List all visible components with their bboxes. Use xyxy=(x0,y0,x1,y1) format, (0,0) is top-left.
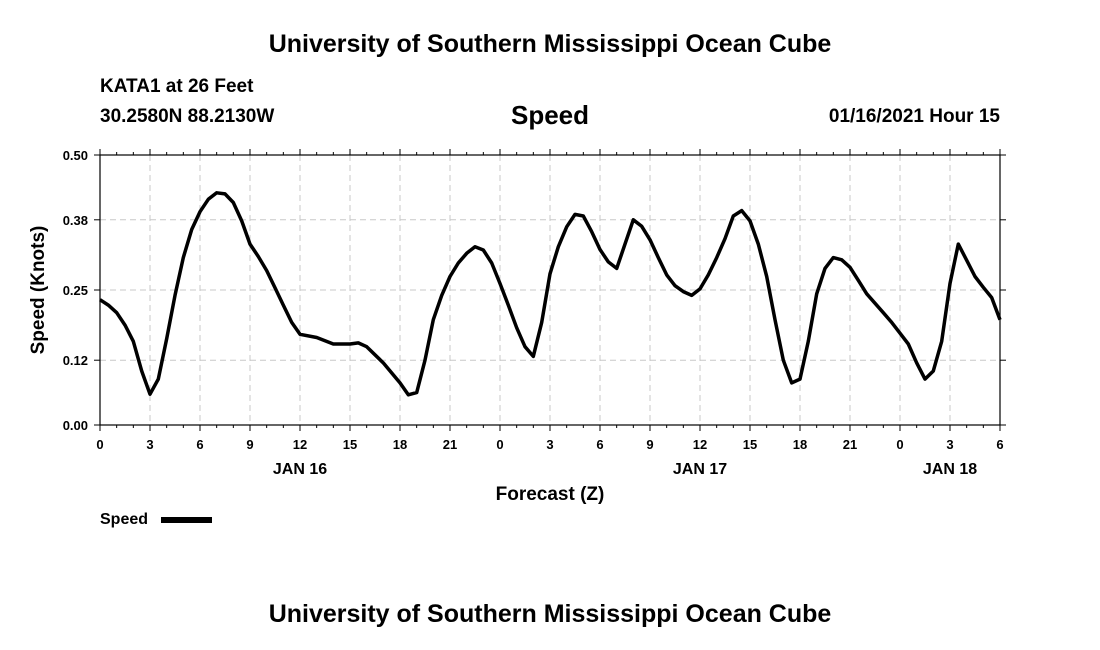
x-tick-label: 0 xyxy=(496,437,503,452)
legend-swatch xyxy=(161,517,212,523)
day-labels: JAN 16 JAN 17 JAN 18 xyxy=(273,461,977,478)
x-tick-label: 6 xyxy=(996,437,1003,452)
plot-frame xyxy=(99,154,1001,426)
x-tick-label: 0 xyxy=(96,437,103,452)
x-tick-label: 21 xyxy=(443,437,457,452)
station-label: KATA1 at 26 Feet xyxy=(100,76,254,97)
x-tick-label: 9 xyxy=(246,437,253,452)
y-tick-label: 0.12 xyxy=(63,353,88,368)
x-tick-label: 15 xyxy=(743,437,757,452)
x-tick-label: 0 xyxy=(896,437,903,452)
legend: Speed xyxy=(100,511,212,528)
y-tick-label: 0.50 xyxy=(63,148,88,163)
station-coordinates: 30.2580N 88.2130W xyxy=(100,106,275,127)
x-tick-label: 6 xyxy=(196,437,203,452)
y-tick-label: 0.38 xyxy=(63,213,88,228)
chart-title: Speed xyxy=(510,100,590,130)
x-tick-label: 6 xyxy=(596,437,603,452)
x-tick-label: 18 xyxy=(793,437,807,452)
x-tick-label: 18 xyxy=(393,437,407,452)
x-axis-label: Forecast (Z) xyxy=(496,484,605,505)
x-tick-label: 3 xyxy=(546,437,553,452)
page-title: University of Southern Mississippi Ocean… xyxy=(268,30,832,58)
x-tick-label: 3 xyxy=(946,437,953,452)
x-tick-label: 9 xyxy=(646,437,653,452)
x-tick-label: 12 xyxy=(293,437,307,452)
x-tick-label: 12 xyxy=(693,437,707,452)
series-line-speed xyxy=(99,191,1002,397)
grid-lines xyxy=(100,155,1000,425)
y-tick-label: 0.25 xyxy=(63,283,88,298)
day-label: JAN 16 xyxy=(273,461,327,478)
footer-title: University of Southern Mississippi Ocean… xyxy=(268,600,832,628)
x-tick-label: 3 xyxy=(146,437,153,452)
x-tick-label: 21 xyxy=(843,437,857,452)
day-label: JAN 17 xyxy=(673,461,727,478)
y-axis-label: Speed (Knots) xyxy=(28,226,49,355)
x-tick-label: 15 xyxy=(343,437,357,452)
day-label: JAN 18 xyxy=(923,461,977,478)
y-tick-label: 0.00 xyxy=(63,418,88,433)
y-tick-labels: 0.00 0.12 0.25 0.38 0.50 xyxy=(63,148,88,433)
legend-label: Speed xyxy=(100,511,148,528)
forecast-datetime: 01/16/2021 Hour 15 xyxy=(828,106,1000,127)
x-tick-labels: 0 3 6 9 12 15 18 21 0 3 6 9 12 15 18 21 0 3 6 xyxy=(96,437,1003,452)
